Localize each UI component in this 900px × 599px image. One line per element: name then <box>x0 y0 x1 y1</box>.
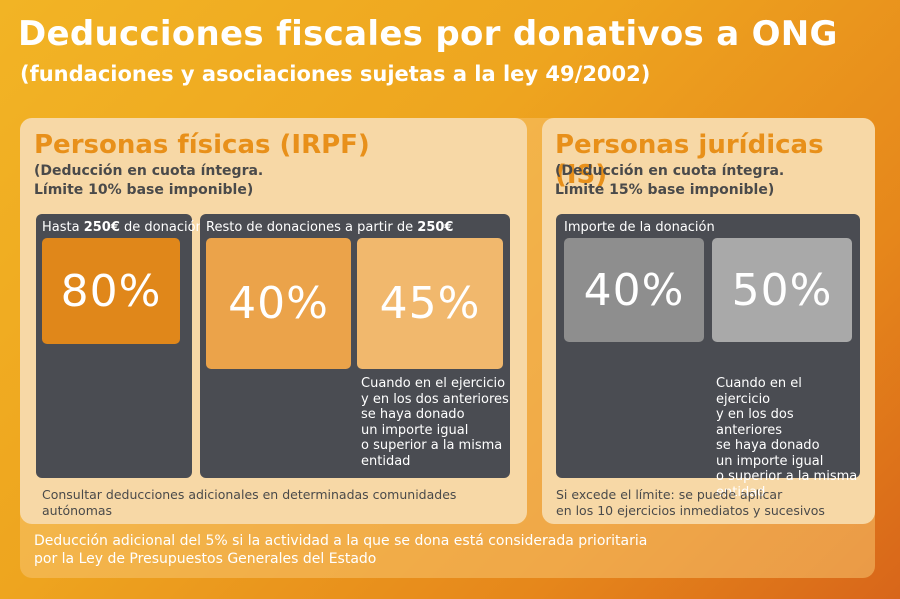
pct-40-irpf-tile: 40% <box>206 238 351 369</box>
is-footnote: Si excede el límite: se puede aplicar en… <box>556 487 825 518</box>
is-heading: Personas jurídicas (IS) <box>555 130 824 190</box>
is-box: Importe de la donación 40% 50% Cuando en… <box>556 214 860 500</box>
irpf-condition-text: Cuando en el ejercicio y en los dos ante… <box>361 376 509 469</box>
irpf-note: (Deducción en cuota íntegra. Límite 10% … <box>34 163 264 198</box>
irpf-panel: Personas físicas (IRPF) (Deducción en cu… <box>20 118 527 524</box>
pct-50-tile: 50% <box>712 238 852 342</box>
irpf-box-over-250: Resto de donaciones a partir de 250€ 40%… <box>200 214 510 478</box>
is-panel: Personas jurídicas (IS) (Deducción en cu… <box>542 118 875 524</box>
irpf-box2-label: Resto de donaciones a partir de 250€ <box>206 220 454 235</box>
additional-deduction-note: Deducción adicional del 5% si la activid… <box>34 533 648 567</box>
page-title: Deducciones fiscales por donativos a ONG <box>18 14 838 54</box>
pct-45-tile: 45% <box>357 238 503 369</box>
is-condition-text: Cuando en el ejercicio y en los dos ante… <box>716 376 858 500</box>
irpf-box1-label: Hasta 250€ de donación <box>42 220 204 235</box>
pct-80-tile: 80% <box>42 238 180 344</box>
page-subtitle: (fundaciones y asociaciones sujetas a la… <box>20 62 651 86</box>
pct-40-is-tile: 40% <box>564 238 704 342</box>
irpf-heading: Personas físicas (IRPF) <box>34 130 370 160</box>
is-note: (Deducción en cuota íntegra. Límite 15% … <box>555 163 785 198</box>
irpf-box-first-250: Hasta 250€ de donación 80% <box>36 214 204 478</box>
is-box-label: Importe de la donación <box>564 220 715 235</box>
irpf-footnote: Consultar deducciones adicionales en det… <box>42 487 457 518</box>
